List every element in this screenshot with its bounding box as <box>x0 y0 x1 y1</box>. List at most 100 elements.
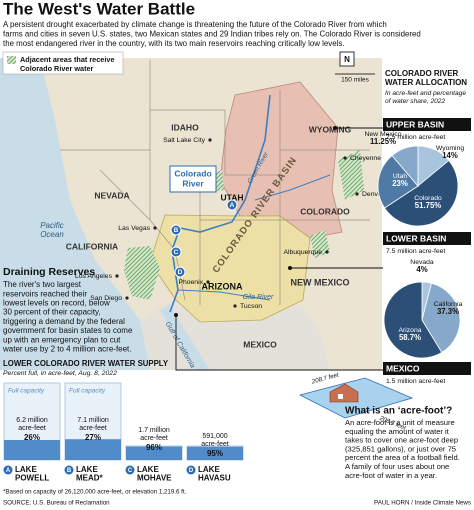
lower-basin-area <box>149 214 311 323</box>
scale-label: 150 miles <box>341 77 370 84</box>
capacity: acre-feet <box>79 425 107 432</box>
slice-label: 4% <box>416 265 427 274</box>
percent-label: 95% <box>207 449 223 458</box>
city-label: Los Angeles <box>75 273 113 280</box>
marker <box>170 224 182 236</box>
state-label: NEW MEXICO <box>290 277 349 287</box>
state-label: MEXICO <box>243 339 277 349</box>
slice-label: 23% <box>392 179 408 188</box>
slice-name: Wyoming <box>436 145 464 152</box>
marker-label: D <box>178 269 183 276</box>
lake-marker <box>64 465 74 475</box>
basin-box <box>383 362 471 375</box>
gulf <box>160 305 210 370</box>
tank-fill <box>65 439 121 460</box>
state-label: COLORADO <box>300 206 350 216</box>
city-dot <box>153 226 157 230</box>
percent-label: 26% <box>24 433 40 442</box>
acre-text: takes to cover one acre-foot deep <box>345 436 458 445</box>
draining-text: The river's two largest <box>3 280 82 289</box>
capacity: 1.7 million <box>138 427 170 434</box>
percent-label: 96% <box>146 443 162 452</box>
draining-text: lowest levels on record, below <box>3 299 110 308</box>
acre-title: What is an ‘acre-foot’? <box>345 406 452 417</box>
lake-name: POWELL <box>15 474 49 483</box>
lake-name: HAVASU <box>198 474 231 483</box>
slice-name: California <box>434 301 463 308</box>
state-label: UTAH <box>221 192 244 202</box>
connector-dot <box>288 266 292 270</box>
lake-name: LAKE <box>76 465 98 474</box>
allocation-title: COLORADO RIVER <box>385 69 459 78</box>
capacity: acre-feet <box>18 425 46 432</box>
marker <box>174 266 186 278</box>
lake-name: MOHAVE <box>137 474 172 483</box>
pie-slice <box>383 281 443 359</box>
river-name: Colorado <box>174 168 211 178</box>
slice-label: 51.75% <box>415 201 442 210</box>
capacity: acre-feet <box>201 441 229 448</box>
slice-name: Arizona <box>398 327 421 334</box>
marker-label: B <box>174 227 179 234</box>
basin-amount: 1.5 million acre-feet <box>386 378 445 385</box>
marker <box>226 199 238 211</box>
capacity: acre-feet <box>140 435 168 442</box>
ocean-label: Ocean <box>40 230 64 239</box>
tank-fill <box>4 439 60 460</box>
pie-slice <box>377 155 419 209</box>
allocation-subtitle: In acre-feet and percentage <box>385 90 466 97</box>
allocation-subtitle: of water share, 2022 <box>385 98 445 105</box>
service-area <box>338 150 364 200</box>
ocean <box>0 58 150 370</box>
legend-text: Colorado River water <box>20 64 94 73</box>
connector-dot <box>174 313 178 317</box>
draining-text: water use by 2 to 4 million acre-feet. <box>2 345 132 354</box>
acre-text: A family of four uses about one <box>345 462 449 471</box>
basin-name: MEXICO <box>386 363 420 373</box>
lake-name: MEAD* <box>76 474 104 483</box>
percent-label: 27% <box>85 433 101 442</box>
city-dot <box>206 280 210 284</box>
tank-fill <box>187 446 243 460</box>
state-label: CALIFORNIA <box>66 241 118 251</box>
city-dot <box>233 304 237 308</box>
state-label: WYOMING <box>309 124 352 134</box>
city-label: Albuquerque <box>283 249 322 256</box>
lake-name: LAKE <box>198 465 220 474</box>
acre-text: An acre-foot is a unit of measure <box>345 418 455 427</box>
intro-line: the most endangered river in the country… <box>3 39 344 48</box>
city-label: Salt Lake City <box>163 137 206 144</box>
city-dot <box>125 296 129 300</box>
lake-marker-label: C <box>128 468 133 474</box>
river-name: River <box>182 178 204 188</box>
acre-text: percent the area of a football field. <box>345 453 460 462</box>
title: The West's Water Battle <box>3 0 195 18</box>
river <box>254 174 331 201</box>
capacity: 591,000 <box>202 433 227 440</box>
slice-label: 37.3% <box>437 307 459 316</box>
intro-line: farms and cities in seven U.S. states, t… <box>3 30 421 39</box>
source: SOURCE: U.S. Bureau of Reclamation <box>3 500 110 507</box>
city-label: Denver <box>362 191 385 198</box>
acre-text: acre-foot of water in a year. <box>345 471 437 480</box>
dimension: 208.7 feet <box>310 372 340 386</box>
city-label: San Diego <box>90 295 122 302</box>
basin-box <box>383 232 471 245</box>
connector-dot <box>333 126 337 130</box>
service-area <box>310 230 330 258</box>
river-label: Gila River <box>243 294 274 301</box>
slice-name: Utah <box>393 173 408 180</box>
city-dot <box>325 250 329 254</box>
supply-title: LOWER COLORADO RIVER WATER SUPPLY <box>3 359 169 368</box>
lake-marker <box>3 465 13 475</box>
intro-line: A persistent drought exacerbated by clim… <box>3 20 387 29</box>
city-label: Las Vegas <box>118 225 150 232</box>
basin-name: UPPER BASIN <box>386 119 444 129</box>
city-dot <box>208 138 212 142</box>
city-dot <box>355 192 359 196</box>
capacity-note: Full capacity <box>8 388 45 395</box>
acre-text: equaling the amount of water it <box>345 427 450 436</box>
capacity-note: Full capacity <box>69 388 106 395</box>
marker-label: A <box>230 202 235 209</box>
